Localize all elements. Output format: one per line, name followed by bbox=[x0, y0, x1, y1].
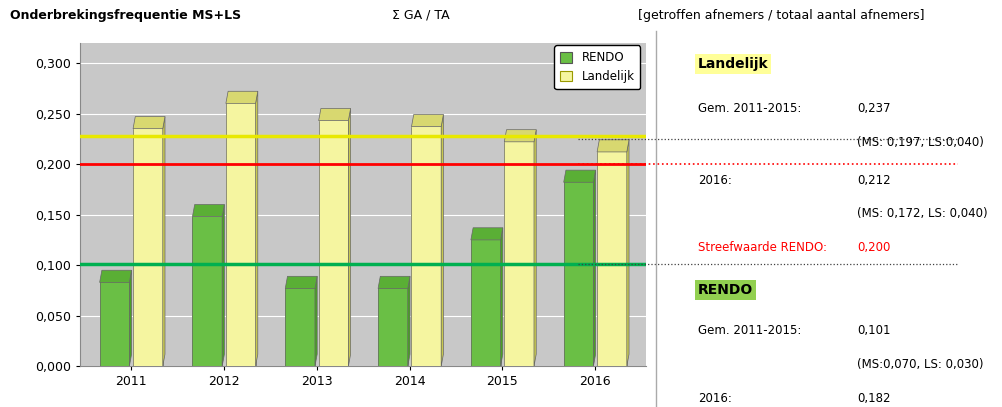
Polygon shape bbox=[133, 116, 165, 129]
Polygon shape bbox=[319, 108, 351, 120]
Text: 0,200: 0,200 bbox=[857, 241, 890, 254]
Polygon shape bbox=[412, 114, 444, 127]
Bar bbox=[597, 152, 627, 366]
Polygon shape bbox=[129, 270, 131, 366]
Polygon shape bbox=[349, 108, 351, 366]
Polygon shape bbox=[99, 270, 131, 282]
Polygon shape bbox=[504, 130, 536, 142]
Bar bbox=[378, 289, 408, 366]
Text: Gem. 2011-2015:: Gem. 2011-2015: bbox=[697, 324, 802, 337]
Bar bbox=[319, 120, 349, 366]
Text: 2016:: 2016: bbox=[697, 392, 731, 405]
Text: [getroffen afnemers / totaal aantal afnemers]: [getroffen afnemers / totaal aantal afne… bbox=[638, 9, 925, 22]
Polygon shape bbox=[627, 140, 629, 366]
Polygon shape bbox=[286, 276, 318, 289]
Bar bbox=[564, 182, 593, 366]
Polygon shape bbox=[408, 276, 410, 366]
Polygon shape bbox=[222, 204, 224, 366]
Bar bbox=[192, 217, 222, 366]
Polygon shape bbox=[192, 204, 224, 217]
Polygon shape bbox=[534, 130, 536, 366]
Bar bbox=[133, 129, 162, 366]
Text: (MS: 0,172, LS: 0,040): (MS: 0,172, LS: 0,040) bbox=[857, 208, 987, 221]
Polygon shape bbox=[564, 170, 595, 182]
Polygon shape bbox=[593, 170, 595, 366]
Text: 2016:: 2016: bbox=[697, 173, 731, 186]
Bar bbox=[286, 289, 315, 366]
Legend: RENDO, Landelijk: RENDO, Landelijk bbox=[554, 46, 640, 89]
Bar bbox=[471, 240, 501, 366]
Bar bbox=[504, 142, 534, 366]
Text: 0,237: 0,237 bbox=[857, 102, 891, 115]
Text: (MS:0,070, LS: 0,030): (MS:0,070, LS: 0,030) bbox=[857, 358, 983, 371]
Polygon shape bbox=[378, 276, 410, 289]
Polygon shape bbox=[441, 114, 444, 366]
Polygon shape bbox=[256, 91, 258, 366]
Bar bbox=[412, 127, 441, 366]
Bar bbox=[225, 103, 256, 366]
Polygon shape bbox=[597, 140, 629, 152]
Polygon shape bbox=[315, 276, 318, 366]
Polygon shape bbox=[162, 116, 165, 366]
Polygon shape bbox=[501, 228, 503, 366]
Bar bbox=[99, 282, 129, 366]
Text: Landelijk: Landelijk bbox=[697, 57, 769, 71]
Text: 0,182: 0,182 bbox=[857, 392, 891, 405]
Text: 0,101: 0,101 bbox=[857, 324, 891, 337]
Text: Gem. 2011-2015:: Gem. 2011-2015: bbox=[697, 102, 802, 115]
Text: Σ GA / TA: Σ GA / TA bbox=[392, 9, 450, 22]
Text: 0,212: 0,212 bbox=[857, 173, 891, 186]
Text: Streefwaarde RENDO:: Streefwaarde RENDO: bbox=[697, 241, 827, 254]
Polygon shape bbox=[471, 228, 503, 240]
Polygon shape bbox=[225, 91, 258, 103]
Text: RENDO: RENDO bbox=[697, 283, 754, 297]
Text: Onderbrekingsfrequentie MS+LS: Onderbrekingsfrequentie MS+LS bbox=[10, 9, 241, 22]
Text: (MS: 0,197, LS:0,040): (MS: 0,197, LS:0,040) bbox=[857, 136, 984, 149]
